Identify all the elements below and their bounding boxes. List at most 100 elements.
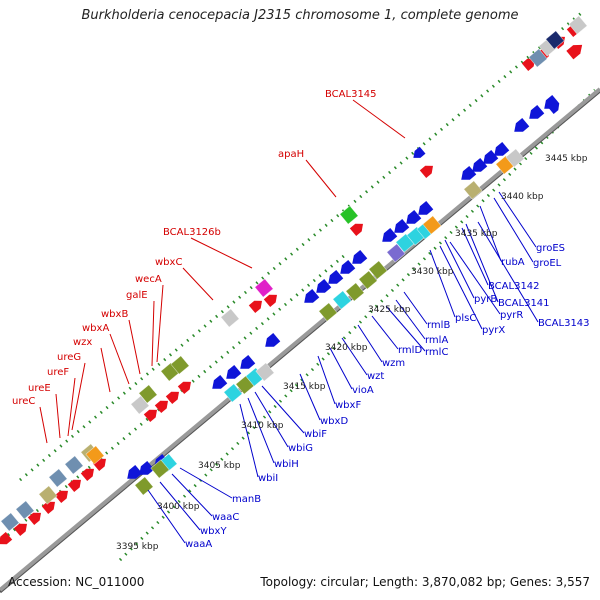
feature-box bbox=[255, 362, 275, 382]
cds-forward bbox=[41, 501, 55, 515]
gene-label-bottom: waaA bbox=[185, 539, 212, 550]
kbp-tick-label: 3445 kbp bbox=[545, 154, 588, 164]
cds-reverse bbox=[139, 460, 155, 475]
gene-label-bottom: waaC bbox=[212, 512, 239, 523]
feature-box bbox=[138, 384, 158, 404]
feature-box bbox=[339, 205, 359, 225]
cds-reverse bbox=[316, 278, 332, 293]
gene-leader-line bbox=[498, 191, 537, 248]
cds-reverse bbox=[483, 149, 499, 164]
outer-dotted-ruler bbox=[19, 8, 586, 482]
cds-reverse bbox=[418, 200, 434, 215]
gene-leader-line bbox=[352, 99, 406, 139]
gene-label-bottom: pyrR bbox=[500, 310, 523, 321]
gene-leader-line bbox=[239, 403, 259, 478]
cds-reverse bbox=[413, 146, 426, 158]
cds-forward bbox=[521, 58, 535, 72]
gene-leader-line bbox=[254, 391, 289, 448]
feature-box bbox=[368, 260, 388, 280]
gene-leader-line bbox=[479, 205, 502, 262]
gene-leader-line bbox=[305, 159, 337, 198]
gene-leader-line bbox=[403, 291, 428, 325]
gene-label-bottom: rmlA bbox=[425, 335, 448, 346]
gene-labels: ureC ureE ureF ureG wzx wbxA wbxB galE wecA wbxC B… bbox=[12, 89, 590, 550]
gene-leader-line bbox=[329, 347, 353, 390]
gene-leader-line bbox=[429, 249, 456, 318]
gene-label-top: wbxC bbox=[155, 257, 182, 268]
gene-label-top: BCAL3145 bbox=[325, 89, 377, 100]
gene-leader-line bbox=[128, 319, 141, 375]
feature-box bbox=[254, 278, 274, 298]
cds-forward bbox=[165, 391, 179, 405]
gene-label-bottom: wbiF bbox=[304, 429, 327, 440]
gene-label-bottom: BCAL3142 bbox=[488, 281, 540, 292]
cds-reverse bbox=[340, 259, 356, 274]
gene-label-bottom: wbxY bbox=[200, 526, 227, 537]
cds-forward bbox=[80, 468, 94, 482]
cds-forward bbox=[54, 490, 68, 504]
feature-box bbox=[38, 485, 58, 505]
gene-label-bottom: pyrB bbox=[474, 294, 497, 305]
feature-box bbox=[220, 308, 240, 328]
gene-label-bottom: rubA bbox=[501, 257, 525, 268]
feature-box bbox=[170, 355, 190, 375]
cds-reverse bbox=[461, 165, 477, 180]
gene-leader-line bbox=[147, 489, 186, 544]
feature-box bbox=[134, 476, 154, 496]
kbp-tick-label: 3400 kbp bbox=[157, 502, 200, 512]
cds-forward bbox=[27, 512, 41, 526]
cds-forward bbox=[13, 523, 27, 537]
genome-stats-text: Topology: circular; Length: 3,870,082 bp… bbox=[260, 575, 590, 589]
gene-leader-line bbox=[385, 305, 426, 352]
gene-label-bottom: pyrX bbox=[482, 325, 505, 336]
gene-leader-line bbox=[449, 241, 501, 315]
gene-leader-line bbox=[151, 300, 155, 367]
gene-leader-line bbox=[179, 467, 233, 499]
gene-label-bottom: BCAL3143 bbox=[538, 318, 590, 329]
feature-box bbox=[150, 459, 170, 479]
kbp-ticks: 3395 kbp 3400 kbp 3405 kbp 3410 kbp 3415 kbp… bbox=[116, 154, 588, 552]
cds-reverse bbox=[328, 269, 344, 284]
gene-label-bottom: plsC bbox=[455, 313, 476, 324]
cds-forward bbox=[0, 531, 13, 545]
feature-box bbox=[48, 468, 68, 488]
gene-label-bottom: wbxD bbox=[320, 416, 348, 427]
feature-box bbox=[64, 455, 84, 475]
cds-forward bbox=[177, 381, 191, 395]
gene-label-top: ureG bbox=[57, 352, 81, 363]
feature-box bbox=[223, 383, 243, 403]
gene-label-bottom: wbiH bbox=[274, 459, 299, 470]
feature-box bbox=[528, 48, 548, 68]
gene-leader-line bbox=[477, 221, 539, 323]
cds-reverse bbox=[547, 103, 560, 114]
cds-reverse bbox=[352, 249, 368, 264]
gene-label-top: galE bbox=[126, 290, 148, 301]
gene-label-top: ureF bbox=[47, 367, 69, 378]
gene-label-top: apaH bbox=[278, 149, 304, 160]
cds-forward bbox=[154, 400, 168, 414]
gene-leader-line bbox=[109, 333, 130, 385]
feature-box bbox=[463, 180, 483, 200]
cds-forward bbox=[67, 479, 81, 493]
gene-label-top: wecA bbox=[135, 274, 162, 285]
cds-reverse bbox=[494, 141, 510, 156]
feature-box bbox=[568, 15, 588, 35]
gene-label-bottom: BCAL3141 bbox=[498, 298, 550, 309]
feature-box bbox=[422, 215, 442, 235]
gene-leader-line bbox=[182, 267, 214, 301]
kbp-tick-label: 3425 kbp bbox=[368, 305, 411, 315]
gene-leader-line bbox=[171, 473, 213, 517]
feature-box bbox=[85, 445, 105, 465]
cds-forward bbox=[143, 409, 157, 423]
gene-label-bottom: groES bbox=[536, 243, 565, 254]
gene-leader-line bbox=[71, 362, 86, 431]
cds-reverse bbox=[394, 218, 410, 233]
kbp-tick-label: 3430 kbp bbox=[411, 267, 454, 277]
feature-tracks bbox=[0, 15, 588, 545]
gene-leader-line bbox=[371, 315, 399, 350]
gene-label-bottom: manB bbox=[232, 494, 261, 505]
gene-label-bottom: wzm bbox=[382, 358, 405, 369]
feature-box bbox=[332, 290, 352, 310]
gene-label-top: wbxB bbox=[101, 309, 128, 320]
